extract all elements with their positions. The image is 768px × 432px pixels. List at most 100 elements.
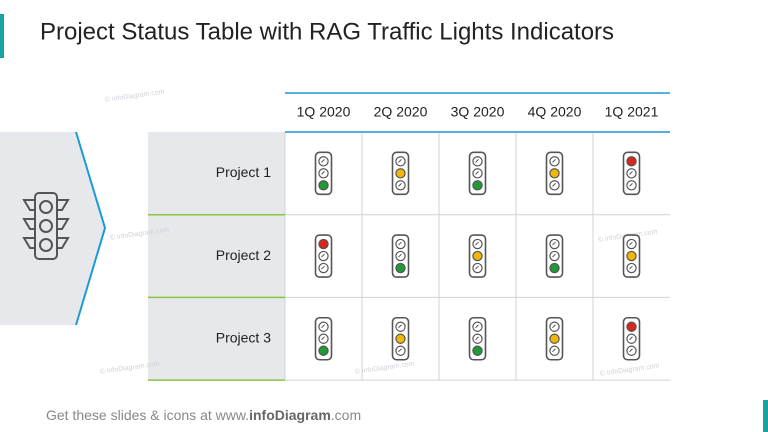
traffic-light (468, 316, 487, 361)
light-gleam (629, 336, 633, 341)
light-off (626, 345, 637, 356)
traffic-light (391, 234, 410, 278)
light-gleam (321, 324, 325, 329)
light-off (626, 262, 637, 274)
light-on (318, 238, 329, 250)
light-off (318, 156, 329, 167)
light-gleam (321, 265, 325, 270)
watermark: © infoDiagram.com (354, 360, 415, 376)
chevron-edge (75, 131, 107, 326)
traffic-light (545, 234, 564, 278)
light-off (318, 250, 329, 262)
light-gleam (398, 348, 402, 353)
light-off (472, 238, 483, 250)
light-gleam (629, 241, 633, 246)
traffic-light-icon (22, 192, 70, 260)
light-off (472, 321, 483, 332)
light-gleam (475, 324, 479, 329)
light-on (549, 333, 560, 344)
traffic-light (468, 151, 487, 196)
column-header: 1Q 2020 (297, 104, 351, 120)
traffic-light (314, 234, 333, 278)
traffic-light (622, 151, 641, 196)
light-gleam (629, 348, 633, 353)
light-on (626, 156, 637, 167)
traffic-light (545, 151, 564, 196)
watermark: © infoDiagram.com (104, 88, 165, 104)
light-off (626, 333, 637, 344)
light-gleam (321, 158, 325, 163)
light-off (395, 321, 406, 332)
column-header: 4Q 2020 (528, 104, 582, 120)
traffic-light (314, 151, 333, 196)
row-label: Project 3 (216, 329, 271, 345)
light-gleam (629, 170, 633, 175)
light-off (395, 345, 406, 356)
light-off (472, 333, 483, 344)
light-off (472, 168, 483, 179)
light-on (318, 180, 329, 191)
light-off (318, 168, 329, 179)
light-gleam (398, 158, 402, 163)
light-off (549, 238, 560, 250)
column-header: 3Q 2020 (451, 104, 505, 120)
label-column (148, 132, 285, 380)
light-off (318, 262, 329, 274)
light-gleam (552, 324, 556, 329)
light-off (318, 333, 329, 344)
column-header: 1Q 2021 (605, 104, 659, 120)
accent-bar (763, 400, 768, 432)
light-gleam (629, 265, 633, 270)
watermark: © infoDiagram.com (599, 362, 660, 378)
light-off (395, 250, 406, 262)
light-gleam (552, 348, 556, 353)
light-gleam (552, 253, 556, 258)
light-gleam (475, 170, 479, 175)
light-gleam (398, 241, 402, 246)
light-on (395, 333, 406, 344)
traffic-light (622, 316, 641, 361)
light-gleam (321, 170, 325, 175)
light-off (472, 156, 483, 167)
light-gleam (475, 336, 479, 341)
light-on (626, 321, 637, 332)
row-label: Project 2 (216, 247, 271, 263)
light-on (318, 345, 329, 356)
traffic-light (314, 316, 333, 361)
row-label: Project 1 (216, 164, 271, 180)
traffic-light (622, 234, 641, 278)
light-off (549, 180, 560, 191)
light-off (549, 321, 560, 332)
light-on (395, 168, 406, 179)
light-gleam (321, 253, 325, 258)
light-on (626, 250, 637, 262)
light-off (395, 180, 406, 191)
light-gleam (398, 324, 402, 329)
light-gleam (552, 241, 556, 246)
light-on (472, 180, 483, 191)
accent-bar (0, 14, 4, 58)
light-on (395, 262, 406, 274)
light-off (395, 238, 406, 250)
light-off (549, 250, 560, 262)
traffic-light (545, 316, 564, 361)
traffic-light (468, 234, 487, 278)
light-on (472, 250, 483, 262)
light-off (549, 156, 560, 167)
light-on (549, 168, 560, 179)
light-off (549, 345, 560, 356)
footer: Get these slides & icons at www.infoDiag… (46, 407, 361, 423)
light-off (472, 262, 483, 274)
light-gleam (475, 158, 479, 163)
light-gleam (398, 182, 402, 187)
light-gleam (321, 336, 325, 341)
light-on (549, 262, 560, 274)
light-gleam (475, 241, 479, 246)
light-off (318, 321, 329, 332)
column-header: 2Q 2020 (374, 104, 428, 120)
light-off (626, 168, 637, 179)
light-gleam (552, 182, 556, 187)
light-off (626, 238, 637, 250)
light-gleam (552, 158, 556, 163)
